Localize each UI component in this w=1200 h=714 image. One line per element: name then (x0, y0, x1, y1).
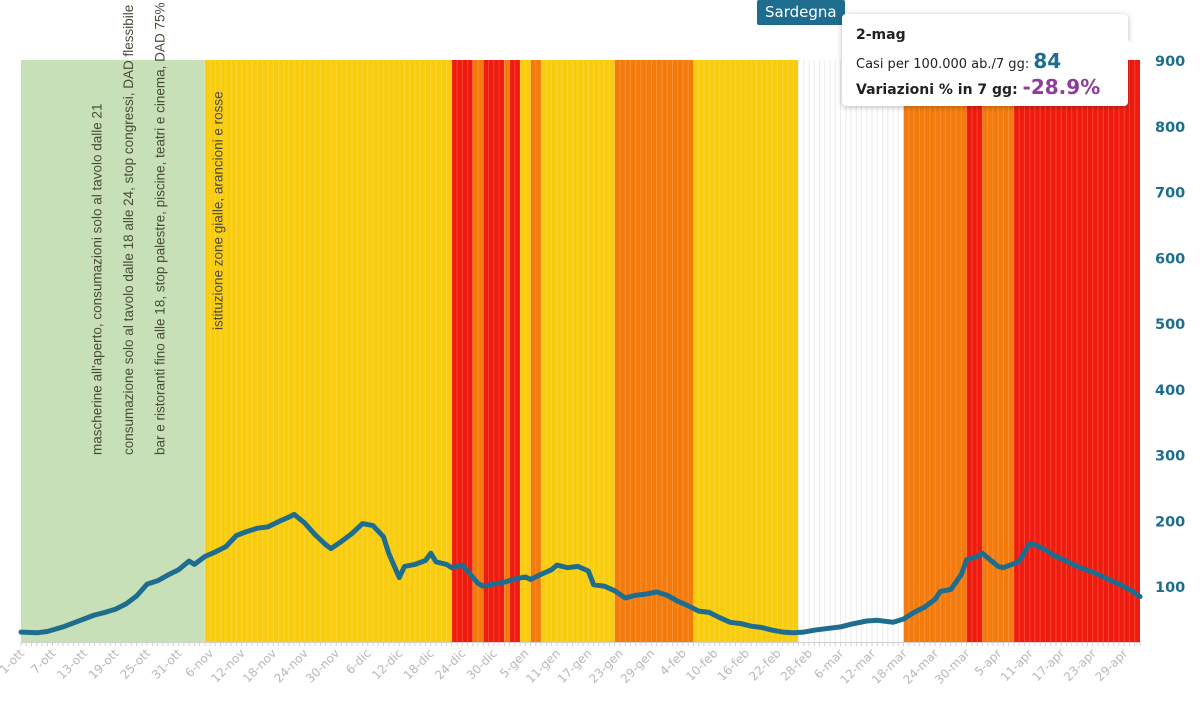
x-tick-label: 12-dic (369, 646, 405, 682)
y-tick-label: 600 (1155, 251, 1185, 267)
annotation-3: bar e ristoranti fino alle 18, stop pale… (153, 3, 168, 455)
tooltip-cases-label: Casi per 100.000 ab./7 gg: (856, 57, 1030, 72)
zone-band-green (21, 60, 205, 642)
zone-band-red (509, 60, 521, 642)
x-tick-label: 12-nov (208, 646, 247, 685)
x-tick-label: 30-dic (464, 646, 500, 682)
tooltip-variation-label: Variazioni % in 7 gg: (856, 82, 1018, 98)
x-tick-label: 25-ott (117, 646, 153, 682)
y-tick-label: 700 (1155, 186, 1185, 202)
x-axis: 1-ott 7-ott13-ott19-ott25-ott31-ott6-nov1… (0, 642, 1141, 687)
tooltip-cases-value: 84 (1033, 49, 1062, 73)
zone-bands (21, 60, 1140, 642)
x-tick-label: 18-nov (240, 646, 279, 685)
x-tick-label: 30-mar (932, 646, 973, 687)
zone-band-yellow (693, 60, 799, 642)
zone-band-orange (982, 60, 1014, 642)
x-tick-label: 13-ott (54, 646, 90, 682)
y-axis: 100 200 300 400 500 600 700 800 900 (1155, 54, 1185, 596)
zone-band-red (483, 60, 505, 642)
zone-band-orange (504, 60, 510, 642)
tooltip-date: 2-mag (856, 27, 906, 43)
x-tick-label: 11-gen (523, 646, 563, 686)
x-tick-label: 28-feb (778, 646, 815, 683)
zone-band-orange (903, 60, 967, 642)
tooltip: 2-mag Casi per 100.000 ab./7 gg: 84 Vari… (842, 14, 1139, 106)
y-tick-label: 400 (1155, 383, 1185, 399)
x-tick-label: 29-apr (1093, 646, 1131, 684)
incidence-line[interactable] (18, 511, 1143, 636)
x-tick-label: 18-dic (401, 646, 437, 682)
tooltip-cases-row: Casi per 100.000 ab./7 gg: 84 (856, 49, 1114, 73)
zone-band-orange (472, 60, 484, 642)
y-tick-label: 100 (1155, 580, 1185, 596)
tooltip-variation-row: Variazioni % in 7 gg: -28.9% (856, 75, 1114, 99)
measure-annotations: mascherine all'aperto, consumazioni solo… (90, 3, 226, 455)
x-tick-label: 11-apr (998, 646, 1036, 684)
x-tick-label: 23-gen (586, 646, 626, 686)
zone-band-red (451, 60, 473, 642)
region-label: Sardegna (757, 0, 845, 25)
x-tick-label: 10-feb (683, 646, 720, 683)
x-tick-label: 23-apr (1061, 646, 1099, 684)
x-tick-label: 29-gen (618, 646, 658, 686)
y-tick-label: 300 (1155, 449, 1185, 465)
x-tick-label: 30-nov (303, 646, 342, 685)
x-tick-label: 22-feb (746, 646, 783, 683)
zone-band-orange (614, 60, 694, 642)
annotation-1: mascherine all'aperto, consumazioni solo… (90, 103, 105, 455)
x-tick-label: 17-apr (1029, 646, 1067, 684)
annotation-2: consumazione solo al tavolo dalle 18 all… (121, 5, 136, 455)
annotation-4: istituzione zone gialle, arancioni e ros… (210, 91, 225, 330)
zone-band-yellow (520, 60, 531, 642)
tooltip-variation-value: -28.9% (1022, 75, 1101, 99)
y-tick-label: 900 (1155, 54, 1185, 70)
x-tick-label: 19-ott (86, 646, 122, 682)
x-tick-label: 31-ott (149, 646, 185, 682)
zone-band-yellow (541, 60, 615, 642)
y-tick-label: 200 (1155, 514, 1185, 530)
zone-band-orange (530, 60, 542, 642)
x-tick-label: 17-gen (555, 646, 595, 686)
x-tick-label: 16-feb (715, 646, 752, 683)
y-tick-label: 800 (1155, 120, 1185, 136)
x-tick-label: 1-ott (0, 646, 27, 677)
x-tick-label: 24-nov (271, 646, 310, 685)
zone-band-red (966, 60, 983, 642)
y-tick-label: 500 (1155, 317, 1185, 333)
x-tick-label: 24-dic (432, 646, 468, 682)
